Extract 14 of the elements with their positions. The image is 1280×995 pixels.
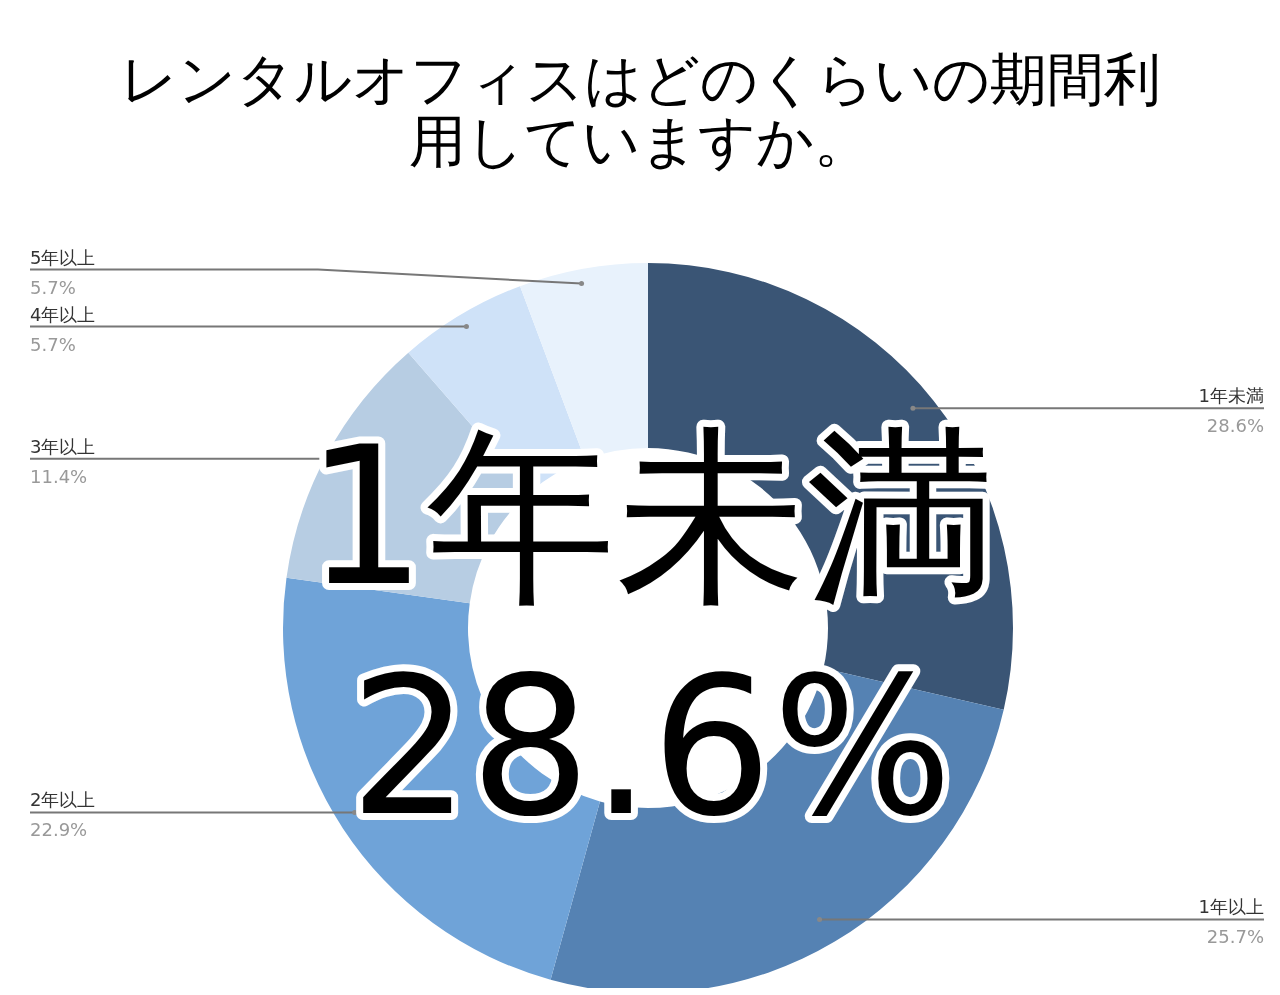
slice-label: 1年以上 <box>1198 896 1264 918</box>
data-label: 22.9% <box>30 819 88 841</box>
slice-label: 3年以上 <box>30 435 96 457</box>
slice-label: 5年以上 <box>30 246 96 268</box>
text: 1年未満 <box>305 407 997 628</box>
data-label: 11.4% <box>30 465 88 487</box>
data-label: 5.7% <box>30 276 76 298</box>
data-label: 5.7% <box>30 333 76 355</box>
slice-label: 1年未満 <box>1198 385 1264 407</box>
data-label: 28.6% <box>1206 415 1264 437</box>
slice-label: 4年以上 <box>30 303 96 325</box>
slice-label: 2年以上 <box>30 789 96 811</box>
chart-title: レンタルオフィスはどのくらいの期間利用していますか。 <box>118 46 1162 174</box>
data-label: 25.7% <box>1206 926 1264 948</box>
